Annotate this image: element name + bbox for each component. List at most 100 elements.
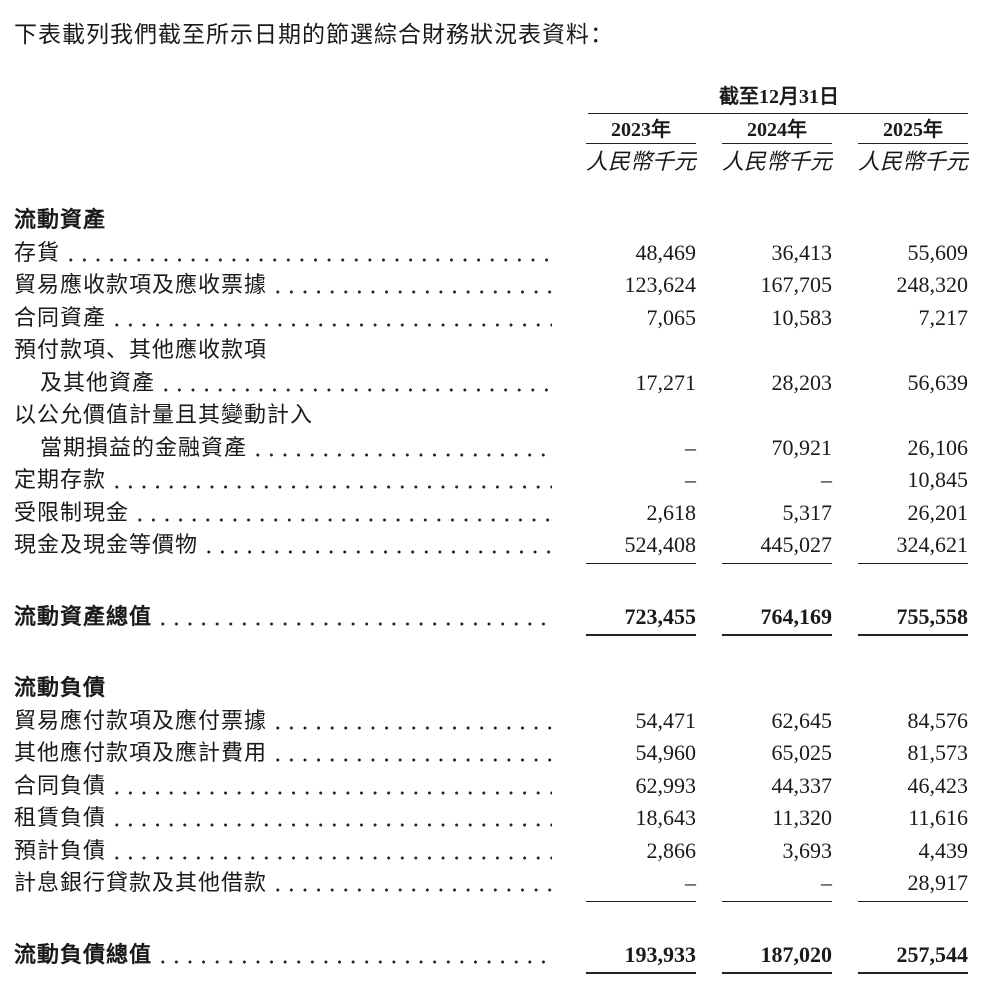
value: – (821, 870, 832, 895)
section-title: 流動負債 (14, 675, 107, 700)
value: 3,693 (782, 837, 833, 863)
unit: 人民幣千元 (585, 149, 696, 174)
value: 56,639 (907, 369, 969, 395)
total-value: 723,455 (624, 604, 697, 629)
leader (271, 289, 552, 295)
value: 26,106 (907, 434, 969, 460)
leader (110, 854, 552, 861)
value: 324,621 (896, 532, 969, 557)
leader (156, 959, 552, 965)
row-label: 定期存款 (14, 467, 107, 492)
unit: 人民幣千元 (721, 149, 832, 174)
value: 48,469 (635, 239, 697, 265)
row-label: 存貨 (14, 239, 61, 265)
value: 55,609 (907, 239, 969, 265)
total-value: 764,169 (760, 604, 833, 629)
value: 81,573 (907, 740, 969, 765)
row-label: 其他應付款項及應計費用 (14, 740, 268, 765)
rule (586, 901, 696, 902)
value: 62,645 (771, 707, 833, 733)
value: 445,027 (760, 532, 833, 557)
value: 167,705 (760, 272, 833, 297)
leader (156, 621, 552, 627)
value: 84,576 (907, 707, 969, 733)
leader (110, 789, 552, 796)
section-title: 流動資產 (14, 207, 107, 232)
value: 17,271 (635, 369, 697, 395)
value: 10,845 (907, 467, 969, 492)
value: 248,320 (896, 272, 969, 297)
value: 4,439 (918, 837, 969, 863)
row-label: 受限制現金 (14, 499, 130, 525)
rule (858, 143, 968, 144)
value: 36,413 (771, 239, 833, 265)
unit: 人民幣千元 (857, 149, 968, 174)
leader (251, 451, 552, 458)
value: 62,993 (635, 772, 697, 798)
leader (271, 887, 552, 893)
row-label: 貿易應付款項及應付票據 (14, 707, 268, 733)
leader (271, 757, 552, 763)
row-label: 以公允價值計量且其變動計入 (14, 402, 314, 427)
year: 2023年 (611, 119, 671, 141)
row-label: 當期損益的金融資產 (40, 434, 248, 460)
rule (722, 634, 832, 636)
rule (586, 634, 696, 636)
value: – (821, 467, 832, 492)
intro: 下表載列我們截至所示日期的節選綜合財務狀況表資料： (14, 22, 614, 47)
value: – (685, 870, 696, 895)
leader (202, 549, 552, 555)
value: 11,616 (908, 805, 968, 830)
leader (110, 822, 552, 828)
value: 524,408 (624, 532, 697, 557)
rule (588, 113, 968, 114)
value: 18,643 (635, 805, 697, 830)
value: 54,960 (635, 740, 697, 765)
value: – (685, 467, 696, 492)
total-value: 193,933 (624, 942, 697, 967)
rule (858, 563, 968, 564)
leader (110, 321, 552, 328)
rule (858, 901, 968, 902)
rule (722, 972, 832, 974)
total-label: 流動負債總值 (14, 942, 153, 967)
row-label: 貿易應收款項及應收票據 (14, 272, 268, 297)
rule (586, 143, 696, 144)
leader (110, 484, 552, 490)
leader (271, 724, 552, 731)
value: 7,217 (918, 304, 969, 330)
rule (858, 972, 968, 974)
value: 26,201 (907, 499, 969, 525)
rule (858, 634, 968, 636)
value: 54,471 (635, 707, 697, 733)
rule (722, 563, 832, 564)
value: 5,317 (782, 499, 833, 525)
rule (722, 901, 832, 902)
row-label: 預付款項、其他應收款項 (14, 337, 268, 362)
value: 2,618 (646, 499, 697, 525)
total-value: 187,020 (760, 942, 833, 967)
row-label: 及其他資產 (40, 369, 156, 395)
value: 10,583 (771, 304, 833, 330)
year: 2024年 (747, 119, 807, 141)
row-label: 現金及現金等價物 (14, 532, 199, 557)
leader (133, 516, 552, 523)
value: 65,025 (771, 740, 833, 765)
value: 28,203 (771, 369, 833, 395)
rule (586, 563, 696, 564)
total-label: 流動資產總值 (14, 604, 153, 629)
value: 2,866 (646, 837, 697, 863)
row-label: 預計負債 (14, 837, 107, 863)
leader (159, 386, 552, 393)
rule (722, 143, 832, 144)
value: 123,624 (624, 272, 697, 297)
value: 11,320 (772, 805, 832, 830)
period: 截至12月31日 (719, 86, 839, 108)
total-value: 755,558 (896, 604, 969, 629)
value: 70,921 (771, 434, 833, 460)
total-value: 257,544 (896, 942, 969, 967)
row-label: 合同資產 (14, 304, 107, 330)
value: 28,917 (907, 870, 969, 895)
leader (64, 256, 552, 263)
